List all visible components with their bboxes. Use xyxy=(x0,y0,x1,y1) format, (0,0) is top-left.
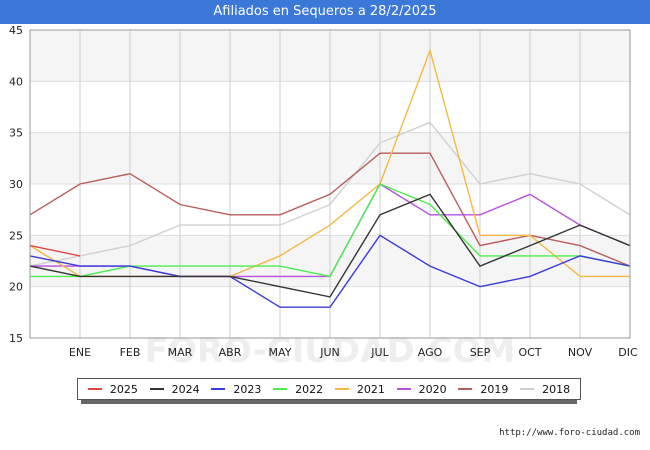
x-tick-label: MAR xyxy=(168,346,193,359)
legend-item-2022: 2022 xyxy=(273,383,323,396)
legend-item-2025: 2025 xyxy=(87,382,138,396)
legend-label: 2020 xyxy=(418,382,447,396)
legend-label: 2021 xyxy=(356,382,385,396)
legend-swatch xyxy=(334,388,349,390)
legend-item-2024: 2024 xyxy=(149,382,200,396)
legend-swatch xyxy=(520,388,535,390)
legend-label: 2022 xyxy=(295,382,324,396)
legend-swatch xyxy=(273,388,288,390)
x-tick-label: SEP xyxy=(470,346,491,359)
x-tick-label: FEB xyxy=(120,346,141,359)
x-tick-label: ABR xyxy=(219,346,242,359)
legend-swatch xyxy=(211,388,226,390)
x-tick-label: OCT xyxy=(518,346,541,359)
y-tick-label: 20 xyxy=(9,281,23,294)
y-tick-label: 15 xyxy=(9,332,23,345)
legend-item-2020: 2020 xyxy=(396,382,447,396)
y-axis-ticks: 15 20 25 30 35 40 45 xyxy=(9,24,23,345)
legend-label: 2025 xyxy=(109,382,138,396)
legend-swatch xyxy=(87,388,102,390)
series-line-2024 xyxy=(29,193,631,298)
legend-swatch xyxy=(149,388,164,390)
legend-label: 2023 xyxy=(233,382,262,396)
series-line-2018 xyxy=(29,121,631,267)
x-tick-label: DIC xyxy=(618,346,638,359)
y-tick-label: 40 xyxy=(9,75,23,88)
y-tick-label: 45 xyxy=(9,24,23,37)
x-tick-label: AGO xyxy=(418,346,443,359)
source-url: http://www.foro-ciudad.com xyxy=(499,428,640,438)
legend-item-2021: 2021 xyxy=(334,382,385,396)
plot-frame xyxy=(29,29,631,339)
y-tick-label: 30 xyxy=(9,178,23,191)
series-line-2025 xyxy=(29,244,81,257)
x-tick-label: ENE xyxy=(69,346,91,359)
legend-swatch xyxy=(458,388,473,390)
legend: 2025 2024 2023 2022 2021 2020 2019 2018 xyxy=(77,378,581,400)
legend-label: 2018 xyxy=(542,382,571,396)
y-tick-label: 35 xyxy=(9,127,23,140)
x-tick-label: NOV xyxy=(568,346,593,359)
series-line-2023 xyxy=(29,234,631,308)
y-tick-label: 25 xyxy=(9,229,23,242)
x-tick-label: MAY xyxy=(269,346,292,359)
series-lines xyxy=(29,48,631,308)
x-tick-label: JUL xyxy=(370,346,389,359)
legend-label: 2019 xyxy=(480,382,509,396)
x-axis-ticks: ENE FEB MAR ABR MAY JUN JUL AGO SEP OCT NOV DIC xyxy=(69,346,638,359)
legend-item-2019: 2019 xyxy=(458,383,508,396)
legend-swatch xyxy=(396,388,411,390)
x-tick-label: JUN xyxy=(319,346,340,359)
legend-item-2018: 2018 xyxy=(520,383,570,396)
legend-label: 2024 xyxy=(171,382,200,396)
legend-item-2023: 2023 xyxy=(211,383,261,396)
chart-title: Afiliados en Sequeros a 28/2/2025 xyxy=(0,0,650,24)
